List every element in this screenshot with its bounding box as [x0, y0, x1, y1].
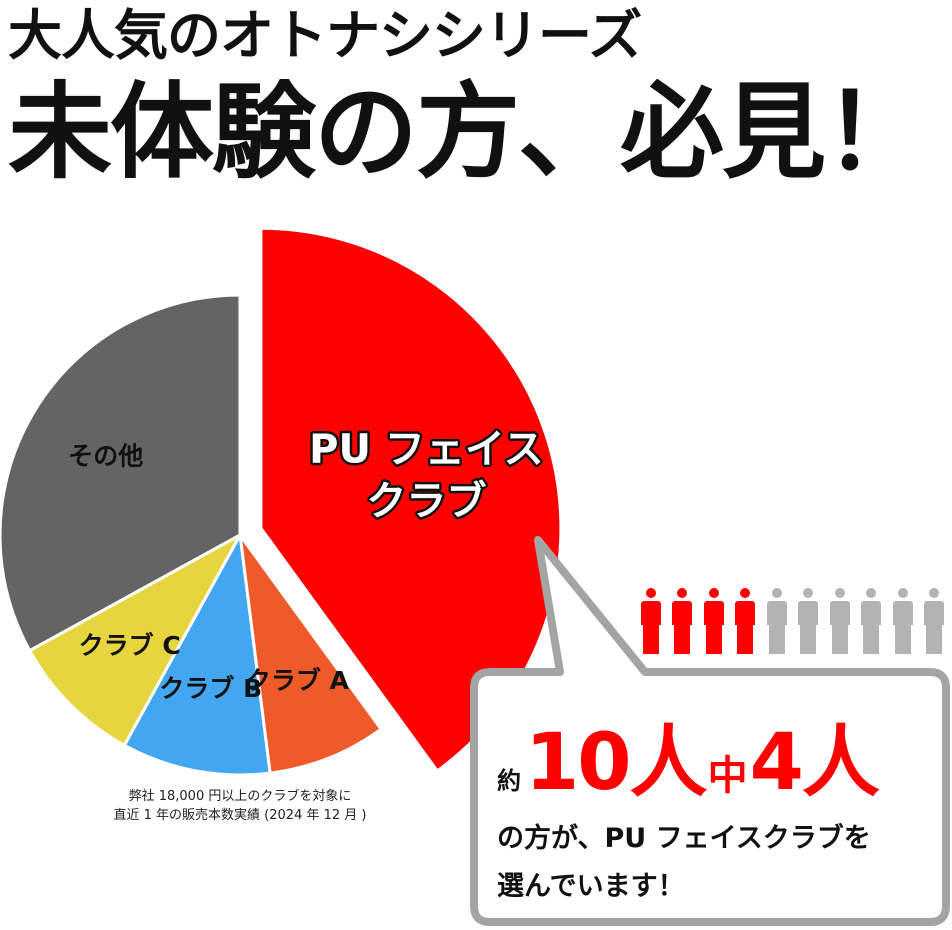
- callout-prefix: 約: [497, 767, 521, 795]
- callout-content: 約 10 人 中 4 人 の方が、PU フェイスクラブを 選んでいます！: [497, 700, 927, 908]
- callout-ratio: 約 10 人 中 4 人: [497, 700, 927, 812]
- callout-bubble: [470, 536, 950, 926]
- person-icon: [860, 588, 882, 654]
- footnote-line-2: 直近 1 年の販売本数実績 (2024 年 12 月 ): [113, 808, 367, 823]
- callout-total-unit: 人: [629, 718, 708, 808]
- person-icon: [671, 588, 693, 654]
- headline-primary: 大人気のオトナシシリーズ: [8, 4, 642, 67]
- pie-label-クラブ-B: クラブ B: [159, 674, 262, 703]
- chart-footnote: 弊社 18,000 円以上のクラブを対象に 直近 1 年の販売本数実績 (202…: [60, 787, 420, 825]
- person-icon: [892, 588, 914, 654]
- pie-slice-1: [238, 534, 384, 775]
- people-icon-row: [640, 588, 945, 658]
- pie-label-その他: その他: [68, 441, 143, 470]
- callout-total-number: 10: [525, 718, 632, 808]
- footnote-line-1: 弊社 18,000 円以上のクラブを対象に: [128, 789, 352, 804]
- person-icon: [923, 588, 945, 654]
- person-icon: [734, 588, 756, 654]
- person-icon: [766, 588, 788, 654]
- person-icon: [829, 588, 851, 654]
- pie-label-クラブ-C: クラブ C: [79, 631, 181, 660]
- pie-label-クラブ-A: クラブ A: [246, 666, 350, 695]
- pie-slice-3: [27, 531, 244, 748]
- pie-slice-2: [122, 530, 272, 777]
- headline-secondary: 未体験の方、必見！: [8, 71, 928, 193]
- person-icon: [640, 588, 662, 654]
- callout-line-2: 選んでいます！: [497, 871, 685, 902]
- person-icon: [797, 588, 819, 654]
- callout-part-number: 4: [749, 718, 804, 808]
- callout-connector: 中: [707, 753, 748, 799]
- pie-label-PU-フェイスクラブ: PU フェイスクラブ: [309, 426, 544, 524]
- callout-line-1: の方が、PU フェイスクラブを: [497, 823, 871, 854]
- person-icon: [703, 588, 725, 654]
- pie-slices: [0, 226, 563, 777]
- callout-part-unit: 人: [801, 718, 880, 808]
- pie-slice-4: [0, 293, 242, 653]
